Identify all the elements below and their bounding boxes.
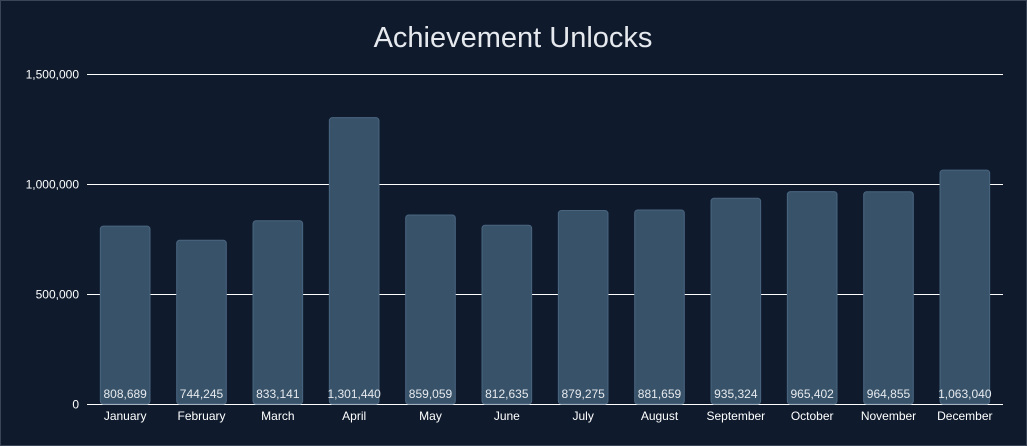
- chart-title: Achievement Unlocks: [374, 22, 653, 54]
- gridlines: [87, 74, 1003, 405]
- y-tick-label: 1,000,000: [26, 178, 80, 192]
- x-tick-label: December: [937, 409, 992, 423]
- bar: [481, 224, 533, 405]
- x-tick-label: March: [261, 409, 294, 423]
- bars: [99, 117, 991, 405]
- bar: [710, 197, 762, 405]
- data-label: 833,141: [256, 387, 300, 401]
- x-tick-label: January: [104, 409, 147, 423]
- bar: [557, 210, 609, 405]
- y-tick-label: 1,500,000: [26, 68, 80, 82]
- data-label: 879,275: [561, 387, 605, 401]
- bar: [405, 214, 456, 405]
- data-label: 808,689: [103, 387, 147, 401]
- y-tick-label: 0: [72, 398, 79, 412]
- y-tick-label: 500,000: [36, 288, 80, 302]
- data-label: 881,659: [638, 387, 682, 401]
- data-label: 1,063,040: [938, 387, 992, 401]
- bar: [328, 117, 380, 405]
- x-tick-label: September: [706, 409, 765, 423]
- data-label: 965,402: [790, 387, 834, 401]
- x-tick-label: June: [494, 409, 520, 423]
- data-label: 744,245: [180, 387, 224, 401]
- bar: [99, 225, 151, 405]
- x-tick-label: April: [342, 409, 366, 423]
- x-tick-label: July: [572, 409, 593, 423]
- data-label: 964,855: [867, 387, 911, 401]
- x-tick-label: February: [177, 409, 225, 423]
- x-tick-label: August: [641, 409, 679, 423]
- bar: [939, 169, 991, 405]
- x-tick-label: November: [861, 409, 916, 423]
- bar: [634, 209, 685, 405]
- x-axis-ticks: January February March April May June July Augu…: [104, 409, 993, 423]
- y-axis-ticks: 0 500,000 1,000,000 1,500,000: [26, 68, 80, 412]
- data-label: 1,301,440: [327, 387, 381, 401]
- bar: [786, 191, 838, 405]
- data-label: 859,059: [409, 387, 453, 401]
- x-tick-label: May: [419, 409, 442, 423]
- data-label: 935,324: [714, 387, 758, 401]
- x-tick-label: October: [791, 409, 834, 423]
- bar: [252, 220, 304, 405]
- data-label: 812,635: [485, 387, 529, 401]
- bar: [176, 239, 227, 405]
- data-labels: 808,689 744,245 833,141 1,301,440 859,059 812…: [103, 387, 991, 401]
- bar: [863, 191, 914, 405]
